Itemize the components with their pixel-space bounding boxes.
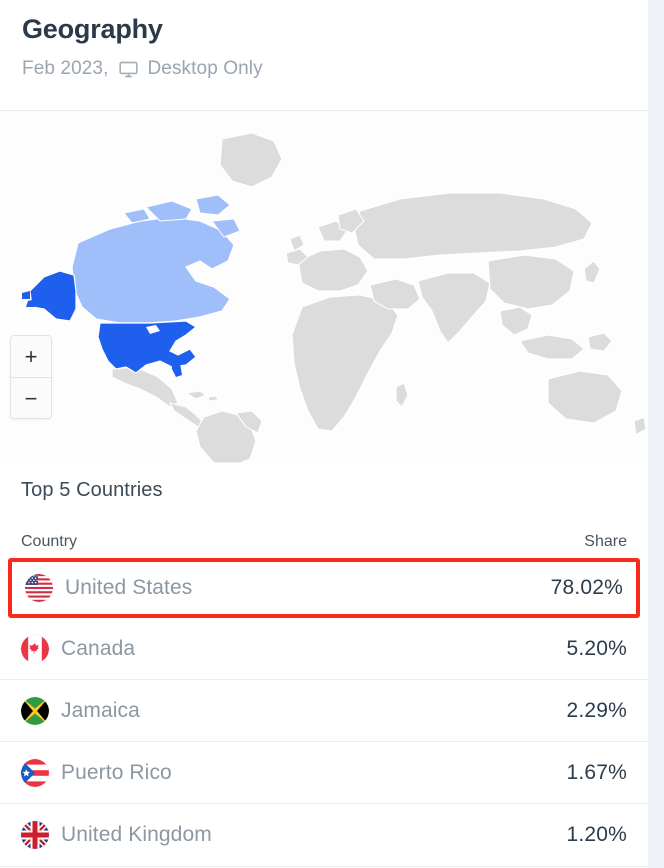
bottom-divider	[0, 866, 648, 867]
map-region-united-states[interactable]	[97, 320, 198, 377]
country-name: Puerto Rico	[61, 760, 172, 784]
country-name: United States	[65, 576, 193, 599]
map-zoom-in-button[interactable]: +	[11, 336, 51, 377]
share-value: 5.20%	[566, 636, 627, 660]
column-header-country: Country	[21, 533, 78, 550]
page-title: Geography	[22, 14, 163, 44]
flag-united-kingdom-icon	[21, 821, 49, 849]
table-title: Top 5 Countries	[21, 479, 163, 501]
flag-canada-icon	[21, 634, 49, 663]
page-background-gutter	[648, 0, 664, 868]
card-subtitle: Feb 2023, Desktop Only	[22, 58, 263, 80]
country-name: Canada	[61, 636, 136, 660]
map-land-inactive	[111, 132, 647, 463]
card-header: Geography Feb 2023, Desktop Only	[0, 0, 648, 110]
table-row[interactable]: Canada 5.20%	[0, 618, 648, 680]
table-row[interactable]: Jamaica 2.29%	[0, 680, 648, 742]
map-region-alaska[interactable]	[22, 270, 77, 322]
share-value: 1.67%	[566, 760, 627, 784]
column-header-share: Share	[584, 533, 627, 550]
table-row[interactable]: Puerto Rico 1.67%	[0, 742, 648, 804]
share-value: 2.29%	[566, 698, 627, 722]
share-value: 78.02%	[550, 576, 623, 599]
share-value: 1.20%	[566, 823, 627, 846]
table-row[interactable]: United Kingdom 1.20%	[0, 804, 648, 866]
header-divider	[0, 110, 648, 111]
map-zoom-controls[interactable]: + −	[10, 335, 52, 419]
period-label: Feb 2023,	[22, 58, 109, 79]
world-map-svg[interactable]	[0, 111, 648, 463]
country-name: United Kingdom	[61, 823, 212, 846]
table-column-header: Country Share	[21, 533, 627, 551]
flag-jamaica-icon	[21, 696, 49, 725]
table-row[interactable]: United States 78.02%	[8, 558, 640, 618]
desktop-monitor-icon	[118, 59, 139, 80]
country-rows: United States 78.02% Ca	[0, 558, 648, 866]
geography-card: Geography Feb 2023, Desktop Only	[0, 0, 648, 868]
zoom-controls-divider	[11, 377, 51, 378]
map-region-canada[interactable]	[71, 194, 241, 324]
map-zoom-out-button[interactable]: −	[11, 378, 51, 418]
flag-united-states-icon	[25, 574, 53, 602]
country-name: Jamaica	[61, 698, 140, 722]
world-map-panel[interactable]: + −	[0, 111, 648, 463]
flag-puerto-rico-icon	[21, 758, 49, 787]
device-label: Desktop Only	[147, 58, 263, 79]
